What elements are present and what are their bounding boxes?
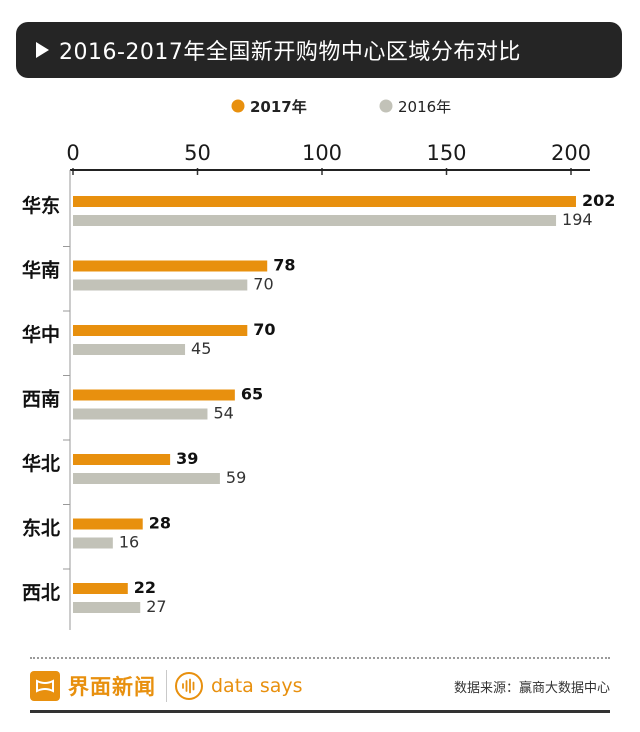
bar <box>73 602 141 613</box>
bar <box>73 215 557 226</box>
bar <box>73 325 248 336</box>
bar <box>73 389 235 401</box>
legend-marker <box>379 99 393 113</box>
bar <box>73 583 128 594</box>
x-tick-label: 150 <box>426 141 466 165</box>
bar <box>73 473 220 484</box>
data-label: 202 <box>582 191 615 210</box>
data-source: 数据来源：赢商大数据中心 <box>453 680 610 696</box>
category-label: 西北 <box>22 582 60 604</box>
jiemian-logo-icon <box>30 671 60 701</box>
data-label: 27 <box>146 597 166 616</box>
x-tick-label: 0 <box>66 141 79 165</box>
sub-brand: data says <box>211 675 303 697</box>
legend-label: 2016年 <box>398 98 451 116</box>
category-label: 华北 <box>22 452 60 475</box>
bar <box>73 344 186 355</box>
data-label: 78 <box>273 256 295 275</box>
category-label: 华南 <box>22 259 60 282</box>
data-label: 45 <box>191 339 211 358</box>
footer: 界面新闻 data says 数据来源：赢商大数据中心 <box>30 664 610 708</box>
title-bar: 2016-2017年全国新开购物中心区域分布对比 <box>16 22 622 78</box>
data-label: 54 <box>213 404 233 423</box>
footer-divider <box>30 657 610 659</box>
data-label: 16 <box>119 533 139 552</box>
bar <box>73 279 248 291</box>
data-label: 22 <box>134 578 156 597</box>
bar <box>73 518 143 530</box>
data-label: 28 <box>149 514 171 533</box>
data-label: 59 <box>226 468 246 487</box>
x-tick-label: 100 <box>302 141 342 165</box>
bottom-rule <box>30 710 610 713</box>
brand-separator <box>166 670 167 702</box>
chart-title: 2016-2017年全国新开购物中心区域分布对比 <box>59 40 521 65</box>
legend-label: 2017年 <box>250 98 307 116</box>
bar <box>73 537 113 549</box>
category-label: 华东 <box>22 194 60 217</box>
brand-name: 界面新闻 <box>68 675 156 699</box>
bar <box>73 454 171 465</box>
data-label: 194 <box>562 210 593 229</box>
bar <box>73 260 268 272</box>
data-label: 70 <box>253 320 275 339</box>
bar <box>73 408 208 420</box>
category-label: 华中 <box>22 323 60 346</box>
bar <box>73 196 576 207</box>
x-tick-label: 200 <box>551 141 591 165</box>
data-label: 65 <box>241 385 263 404</box>
data-label: 39 <box>176 449 198 468</box>
data-label: 70 <box>253 275 273 294</box>
legend-marker <box>231 99 245 113</box>
sound-wave-icon <box>175 672 203 700</box>
x-tick-label: 50 <box>184 141 211 165</box>
play-triangle-icon <box>36 42 49 58</box>
category-label: 东北 <box>22 517 60 540</box>
category-label: 西南 <box>22 389 60 411</box>
